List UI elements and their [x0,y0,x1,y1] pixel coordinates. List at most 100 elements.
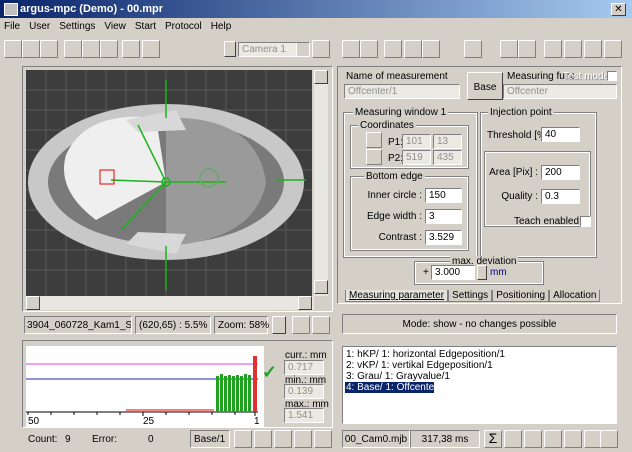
param-field[interactable]: 200 [541,165,580,180]
menu-item[interactable]: User [29,21,51,32]
statistics-button[interactable]: Σ [484,430,502,448]
toolbar-button[interactable] [500,40,518,58]
toolbar-button[interactable] [564,40,582,58]
tool-button[interactable] [524,430,542,448]
tool-button[interactable] [544,430,562,448]
list-item[interactable]: 1: hKP/ 1: horizontal Edgeposition/1 [346,349,505,360]
param-field[interactable]: 3 [425,209,462,224]
scroll-right[interactable] [298,296,312,310]
tab[interactable]: Allocation [549,290,601,302]
toolbar-button[interactable] [82,40,100,58]
tab[interactable]: Settings [448,290,493,302]
zoom-tool[interactable] [292,316,310,334]
toolbar-button[interactable] [584,40,602,58]
menu-item[interactable]: View [104,21,126,32]
toolbar-button[interactable] [544,40,562,58]
camera-spinner[interactable] [224,41,236,57]
toolbar-button[interactable] [312,40,330,58]
zoom-level: Zoom: 58% [214,316,269,334]
toolbar-button[interactable] [4,40,22,58]
group-title: max. deviation [450,256,519,267]
name-field[interactable]: Offcenter/1 [344,84,460,99]
menu-item[interactable]: File [4,21,21,32]
curr-value: 0.717 [284,360,324,375]
camera-select[interactable]: Camera 1 [238,42,310,57]
group-title: Injection point [488,107,554,118]
p2-x[interactable]: 519 [402,150,431,165]
zoom-spinner[interactable] [272,316,286,334]
toolbar-button[interactable] [122,40,140,58]
tool-button[interactable] [564,430,582,448]
toolbar-button[interactable] [342,40,360,58]
trend-bars [216,374,251,412]
toolbar-button[interactable] [100,40,118,58]
list-item[interactable]: 4: Base/ 1: Offcenter/1 [345,382,446,393]
toolbar-button[interactable] [40,40,58,58]
menu-bar: File User Settings View Start Protocol Help [4,21,231,34]
toolbar-button[interactable] [384,40,402,58]
x-tick-label: 25 [143,416,155,427]
tool-button[interactable] [314,430,332,448]
param-field[interactable]: 0.3 [541,189,580,204]
tab[interactable]: Measuring parameter [345,290,449,302]
toolbar-button[interactable] [404,40,422,58]
close-button[interactable]: ✕ [611,3,626,16]
scroll-up[interactable] [314,70,328,84]
current-bar [253,356,257,412]
group-title: Measuring window 1 [353,107,449,118]
toolbar-button[interactable] [422,40,440,58]
menu-item[interactable]: Protocol [165,21,202,32]
toolbar-button[interactable] [518,40,536,58]
func-field[interactable]: Offcenter [503,84,617,99]
menu-item[interactable]: Start [134,21,157,32]
base-button[interactable]: Base [467,72,503,100]
param-field[interactable]: 150 [425,188,462,203]
list-item[interactable]: 3: Grau/ 1: Grayvalue/1 [346,371,450,382]
pick-tool[interactable] [366,132,382,148]
ok-check: ✓ [262,362,278,382]
param-field[interactable]: 3.529 [425,230,462,245]
threshold-field[interactable]: 40 [541,127,580,142]
p2-y[interactable]: 435 [433,150,462,165]
group-title: Bottom edge [364,171,425,182]
list-item[interactable]: 2: vKP/ 1: vertikal Edgeposition/1 [346,360,493,371]
menu-item[interactable]: Help [210,21,232,32]
teach-checkbox[interactable] [580,216,591,227]
tool-button[interactable] [600,430,618,448]
label: Measuring func [507,71,576,82]
tool-button[interactable] [234,430,252,448]
label: Count: [28,434,58,445]
p1-x[interactable]: 101 [402,134,431,149]
tab[interactable]: Positioning [492,290,550,302]
toolbar-button[interactable] [604,40,622,58]
tool-button[interactable] [504,430,522,448]
snapshot-tool[interactable] [312,316,330,334]
toolbar-button[interactable] [64,40,82,58]
tool-button[interactable] [294,430,312,448]
camera-name: Camera 1 [242,44,286,55]
h-scrollbar[interactable] [26,296,314,310]
toolbar-button[interactable] [464,40,482,58]
v-scrollbar[interactable] [314,70,328,296]
tool-button[interactable] [254,430,272,448]
tool-button[interactable] [274,430,292,448]
toolbar-button[interactable] [360,40,378,58]
test-mode-checkbox[interactable] [607,71,617,81]
scroll-down[interactable] [314,280,328,294]
count: 9 [65,434,71,445]
deviation-field[interactable]: 3.000 [431,265,475,280]
toolbar-button[interactable] [22,40,40,58]
base-status: Base/1 [190,430,230,448]
menu-item[interactable]: Settings [59,21,96,32]
p1-y[interactable]: 13 [433,134,462,149]
deviation-spinner[interactable] [477,265,487,280]
label: Contrast : [378,232,422,243]
scroll-left[interactable] [26,296,40,310]
label: min.: mm [285,375,327,386]
parameter-panel [337,66,622,304]
group-title: Coordinates [358,120,416,131]
toolbar-button[interactable] [142,40,160,58]
group-box [484,151,591,227]
lock-tool[interactable] [366,149,382,165]
trend-chart: 50 25 1 [26,346,264,428]
